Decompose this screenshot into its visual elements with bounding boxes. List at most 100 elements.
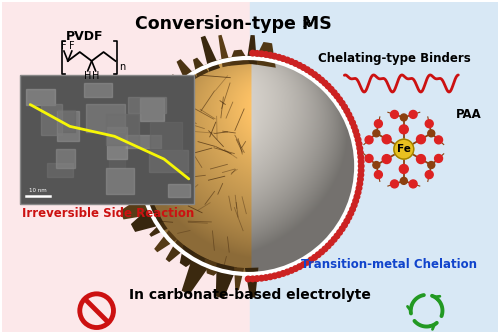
Circle shape (400, 114, 407, 121)
Circle shape (300, 262, 306, 267)
Polygon shape (248, 164, 356, 166)
Polygon shape (248, 102, 335, 166)
Polygon shape (248, 125, 348, 166)
Polygon shape (248, 166, 266, 272)
Polygon shape (248, 166, 338, 225)
Polygon shape (248, 166, 322, 244)
Polygon shape (248, 64, 283, 166)
Polygon shape (56, 149, 74, 168)
Text: F: F (69, 41, 74, 51)
Polygon shape (41, 104, 62, 135)
Polygon shape (56, 111, 79, 141)
Polygon shape (26, 90, 55, 105)
Polygon shape (248, 166, 260, 273)
Polygon shape (142, 89, 171, 115)
Circle shape (373, 130, 380, 137)
Polygon shape (176, 59, 198, 85)
Polygon shape (248, 166, 292, 264)
Circle shape (316, 252, 321, 258)
Polygon shape (58, 110, 76, 132)
Circle shape (319, 77, 324, 83)
Polygon shape (248, 166, 355, 176)
Polygon shape (248, 68, 294, 166)
Polygon shape (248, 166, 264, 272)
Polygon shape (116, 172, 148, 185)
Polygon shape (248, 166, 340, 222)
Polygon shape (248, 166, 355, 173)
Polygon shape (248, 61, 273, 166)
Polygon shape (248, 97, 330, 166)
Polygon shape (248, 153, 354, 166)
Circle shape (400, 125, 408, 134)
Polygon shape (248, 106, 338, 166)
Polygon shape (248, 166, 324, 243)
Circle shape (284, 269, 290, 275)
Polygon shape (248, 166, 352, 191)
Polygon shape (248, 166, 326, 240)
Circle shape (428, 130, 434, 137)
Circle shape (312, 72, 318, 77)
Polygon shape (248, 166, 354, 181)
Circle shape (346, 112, 352, 118)
Polygon shape (248, 166, 354, 183)
Polygon shape (150, 221, 168, 237)
Polygon shape (248, 75, 307, 166)
Polygon shape (86, 104, 126, 132)
Circle shape (354, 194, 360, 199)
Polygon shape (248, 166, 354, 186)
Circle shape (344, 218, 350, 224)
Polygon shape (248, 166, 348, 207)
Circle shape (337, 97, 342, 103)
Circle shape (400, 177, 407, 184)
Circle shape (296, 264, 302, 270)
Circle shape (263, 275, 268, 280)
Polygon shape (248, 130, 350, 166)
Polygon shape (180, 245, 201, 267)
Circle shape (293, 61, 298, 66)
Polygon shape (248, 166, 346, 211)
Polygon shape (248, 166, 354, 188)
Polygon shape (248, 166, 335, 230)
Circle shape (300, 65, 306, 70)
Polygon shape (132, 102, 161, 123)
Polygon shape (248, 81, 315, 166)
Polygon shape (248, 138, 352, 166)
Polygon shape (248, 166, 276, 270)
Polygon shape (248, 166, 270, 271)
Polygon shape (248, 166, 328, 238)
Circle shape (400, 165, 408, 173)
Polygon shape (248, 161, 355, 166)
Polygon shape (248, 166, 288, 266)
Polygon shape (248, 133, 350, 166)
Text: PAA: PAA (456, 108, 482, 121)
Circle shape (250, 50, 256, 56)
Polygon shape (248, 166, 355, 174)
Polygon shape (248, 166, 355, 171)
Circle shape (409, 180, 417, 188)
Polygon shape (248, 141, 352, 166)
Circle shape (319, 249, 324, 255)
Polygon shape (248, 60, 264, 166)
Polygon shape (248, 59, 258, 166)
Polygon shape (248, 72, 302, 166)
Circle shape (272, 273, 278, 279)
Polygon shape (248, 166, 355, 178)
Circle shape (434, 155, 442, 162)
Polygon shape (218, 35, 231, 67)
Text: Conversion-type MS: Conversion-type MS (135, 15, 332, 33)
Circle shape (342, 222, 347, 228)
Circle shape (268, 274, 273, 280)
Polygon shape (125, 135, 160, 148)
Circle shape (340, 101, 345, 106)
Polygon shape (248, 166, 268, 272)
Polygon shape (193, 57, 209, 78)
Circle shape (322, 246, 328, 252)
Polygon shape (107, 127, 127, 159)
Polygon shape (248, 136, 352, 166)
Polygon shape (248, 59, 252, 166)
Polygon shape (248, 101, 334, 166)
Polygon shape (248, 59, 255, 166)
Polygon shape (248, 166, 332, 234)
Polygon shape (246, 35, 257, 64)
Circle shape (284, 57, 290, 63)
